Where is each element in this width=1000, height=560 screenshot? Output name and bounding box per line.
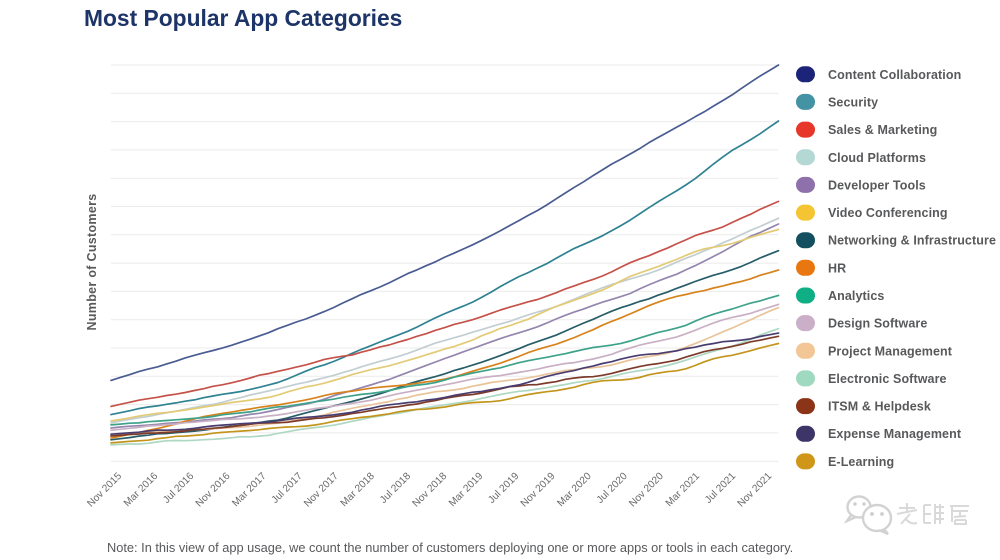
svg-text:Mar 2019: Mar 2019 [447, 471, 485, 509]
svg-text:Nov 2015: Nov 2015 [85, 471, 124, 510]
svg-text:Nov 2021: Nov 2021 [736, 471, 775, 510]
svg-text:Jul 2016: Jul 2016 [161, 471, 196, 506]
svg-text:Sales & Marketing: Sales & Marketing [828, 123, 937, 137]
svg-text:Nov 2016: Nov 2016 [194, 471, 233, 510]
svg-text:Mar 2017: Mar 2017 [230, 471, 268, 509]
svg-text:Jul 2019: Jul 2019 [486, 471, 521, 506]
svg-text:Mar 2016: Mar 2016 [122, 471, 160, 509]
svg-text:Nov 2017: Nov 2017 [302, 471, 341, 510]
svg-text:Cloud Platforms: Cloud Platforms [828, 151, 926, 165]
svg-text:Jul 2017: Jul 2017 [270, 471, 305, 506]
svg-text:Nov 2018: Nov 2018 [411, 471, 450, 510]
svg-text:Jul 2020: Jul 2020 [595, 471, 630, 506]
svg-text:E-Learning: E-Learning [828, 455, 894, 469]
svg-text:Nov 2019: Nov 2019 [519, 471, 558, 510]
svg-text:Mar 2021: Mar 2021 [664, 471, 702, 509]
svg-text:Video Conferencing: Video Conferencing [828, 206, 948, 220]
svg-text:Electronic Software: Electronic Software [828, 372, 947, 386]
svg-text:Developer Tools: Developer Tools [828, 178, 926, 192]
svg-text:HR: HR [828, 261, 846, 275]
svg-text:Number of Customers: Number of Customers [85, 194, 99, 331]
svg-text:Security: Security [828, 95, 878, 109]
svg-text:Nov 2020: Nov 2020 [627, 471, 666, 510]
svg-text:Mar 2018: Mar 2018 [339, 471, 377, 509]
svg-text:Mar 2020: Mar 2020 [556, 471, 594, 509]
svg-text:Jul 2021: Jul 2021 [703, 471, 738, 506]
svg-text:Design Software: Design Software [828, 317, 927, 331]
svg-text:Jul 2018: Jul 2018 [378, 471, 413, 506]
svg-text:Networking & Infrastructure: Networking & Infrastructure [828, 234, 996, 248]
svg-text:Expense Management: Expense Management [828, 427, 962, 441]
svg-text:Project Management: Project Management [828, 344, 953, 358]
svg-text:ITSM & Helpdesk: ITSM & Helpdesk [828, 400, 931, 414]
svg-text:Content Collaboration: Content Collaboration [828, 68, 961, 82]
svg-text:Analytics: Analytics [828, 289, 884, 303]
